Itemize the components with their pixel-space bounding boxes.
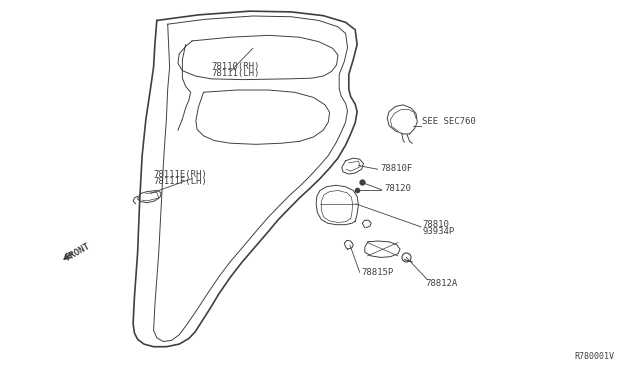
Text: 78111E(RH): 78111E(RH) [154,170,207,179]
Text: 78111(LH): 78111(LH) [211,69,260,78]
Text: SEE SEC760: SEE SEC760 [422,118,476,126]
Text: 78815P: 78815P [362,268,394,277]
Text: 78120: 78120 [384,185,411,193]
Text: 78111F(LH): 78111F(LH) [154,177,207,186]
Text: 78812A: 78812A [426,279,458,288]
Text: R780001V: R780001V [575,352,614,361]
Text: 78110(RH): 78110(RH) [211,62,260,71]
Text: FRONT: FRONT [64,241,92,262]
Text: 78810F: 78810F [381,164,413,173]
Text: 78810: 78810 [422,220,449,229]
Text: 93934P: 93934P [422,227,454,236]
